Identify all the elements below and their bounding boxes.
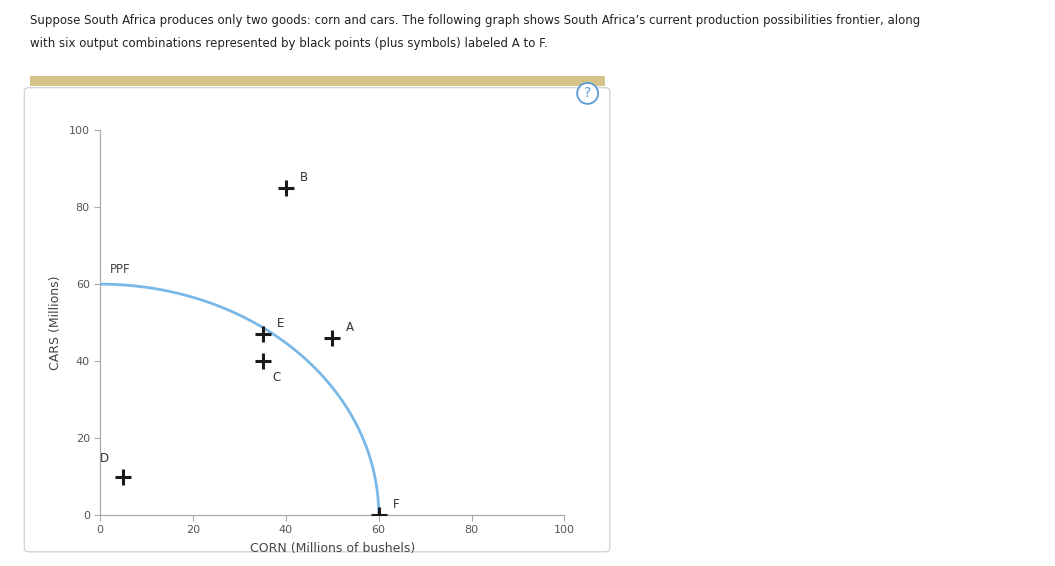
Text: F: F [392, 498, 399, 511]
Text: PPF: PPF [110, 263, 130, 276]
Text: Suppose South Africa produces only two goods: corn and cars. The following graph: Suppose South Africa produces only two g… [30, 14, 920, 27]
Text: B: B [300, 171, 308, 184]
Y-axis label: CARS (Millions): CARS (Millions) [49, 276, 62, 370]
Text: A: A [346, 321, 354, 334]
Text: E: E [276, 318, 284, 331]
Text: D: D [100, 452, 110, 465]
X-axis label: CORN (Millions of bushels): CORN (Millions of bushels) [250, 542, 415, 555]
Text: C: C [272, 371, 281, 384]
Text: ?: ? [584, 87, 591, 100]
Text: with six output combinations represented by black points (plus symbols) labeled : with six output combinations represented… [30, 37, 548, 50]
